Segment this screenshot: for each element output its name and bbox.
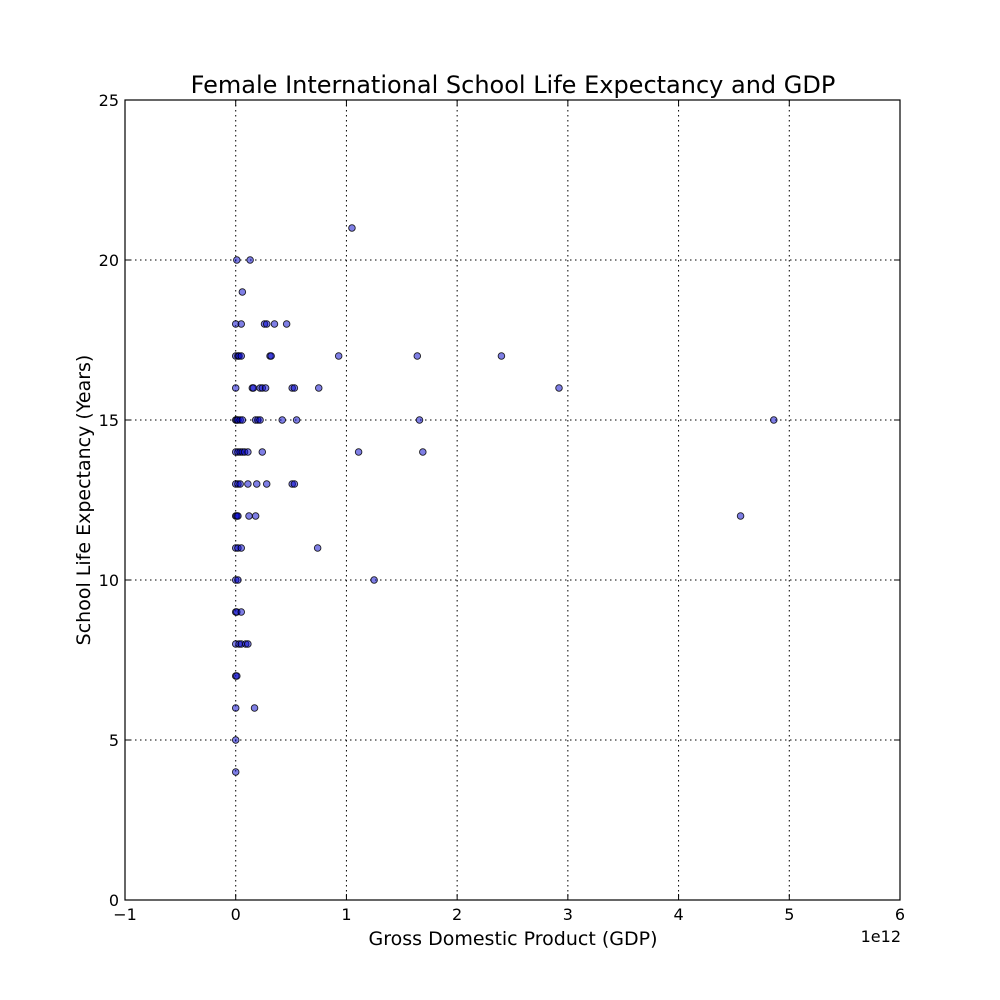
data-point [238, 416, 247, 424]
data-point [245, 512, 253, 520]
data-point [413, 352, 422, 360]
data-point [244, 448, 252, 456]
data-point [290, 480, 299, 488]
data-points [231, 224, 778, 776]
x-tick-label: 3 [563, 905, 573, 924]
y-axis-label: School Life Expectancy (Years) [73, 355, 95, 646]
x-tick-label: 2 [452, 905, 462, 924]
data-point [290, 384, 299, 392]
data-point [237, 352, 245, 360]
x-tick-label: −1 [113, 905, 137, 924]
data-point [244, 640, 252, 648]
data-point [233, 672, 241, 680]
data-point [233, 256, 241, 264]
data-point [315, 384, 323, 392]
data-point [231, 384, 240, 392]
x-tick-label: 0 [231, 905, 241, 924]
data-point [334, 352, 343, 360]
data-point [278, 416, 286, 424]
data-point [238, 288, 247, 296]
data-point [252, 480, 261, 488]
data-point [251, 512, 260, 520]
plot-frame [124, 99, 901, 901]
data-point [231, 736, 240, 744]
data-point [419, 448, 427, 456]
data-point [267, 352, 275, 360]
x-axis-label: Gross Domestic Product (GDP) [369, 928, 658, 950]
data-point [231, 704, 240, 712]
grid-lines [125, 100, 900, 900]
data-point [236, 480, 244, 488]
data-point [256, 416, 264, 424]
data-point [555, 384, 563, 392]
data-point [246, 256, 254, 264]
y-tick-label: 10 [99, 571, 119, 590]
y-tick-label: 25 [99, 91, 119, 110]
data-point [249, 384, 258, 392]
data-point [270, 320, 279, 328]
data-point [234, 576, 242, 584]
data-point [370, 576, 378, 584]
data-point [231, 768, 240, 776]
data-point [244, 480, 252, 488]
x-axis-offset-label: 1e12 [861, 927, 901, 946]
data-point [237, 608, 245, 616]
y-tick-label: 0 [109, 891, 119, 910]
data-point [258, 448, 267, 456]
x-tick-label: 6 [895, 905, 905, 924]
data-point [770, 416, 778, 424]
data-point [497, 352, 506, 360]
data-point [354, 448, 363, 456]
x-tick-label: 4 [673, 905, 683, 924]
x-tick-labels: −1 0 1 2 3 4 5 6 [113, 905, 905, 924]
data-point [234, 512, 242, 520]
data-point [313, 544, 322, 552]
data-point [282, 320, 291, 328]
data-point [237, 544, 245, 552]
data-point [237, 320, 245, 328]
data-point [736, 512, 745, 520]
y-tick-label: 5 [109, 731, 119, 750]
axis-ticks [124, 99, 901, 901]
chart-title: Female International School Life Expecta… [191, 71, 836, 99]
data-point [261, 384, 270, 392]
data-point [348, 224, 356, 232]
data-point [250, 704, 259, 712]
data-point [262, 480, 271, 488]
data-point [292, 416, 301, 424]
data-point [415, 416, 424, 424]
y-tick-label: 15 [99, 411, 119, 430]
y-tick-label: 20 [99, 251, 119, 270]
x-tick-label: 5 [784, 905, 794, 924]
x-tick-label: 1 [341, 905, 351, 924]
y-tick-labels: 0 5 10 15 20 25 [99, 91, 119, 910]
data-point [262, 320, 271, 328]
